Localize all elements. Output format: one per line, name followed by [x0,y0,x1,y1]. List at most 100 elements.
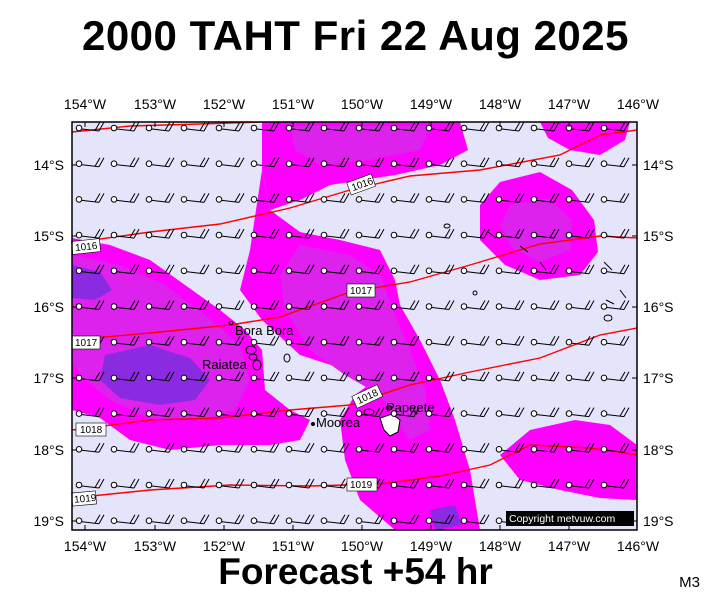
wind-barb [460,478,490,489]
lat-label-left: 18°S [33,442,64,458]
tuamotu-atoll-4 [487,231,627,305]
wind-barb [215,157,245,168]
copyright-text: Copyright metvuw.com [509,513,615,525]
isobar-label-1016-west: 1016 [75,241,99,254]
wind-barb [145,264,175,275]
wind-barb [530,122,560,132]
wind-barb [565,407,595,418]
lat-label-right: 16°S [643,299,674,315]
wind-barb [215,371,245,382]
wind-barb [320,122,350,132]
wind-barb [425,335,455,346]
wind-barb [285,478,315,489]
wind-barb [75,264,105,275]
wind-barb [565,335,595,346]
tetiaroa-island [385,405,393,411]
wind-barb [145,157,175,168]
wind-barb [215,122,245,132]
wind-barb [145,300,175,310]
model-code: M3 [679,574,700,591]
lat-label-right: 19°S [643,513,674,529]
wind-barb [75,157,105,168]
lat-label-right: 14°S [643,157,674,173]
wind-barb [215,407,245,418]
wind-barb [565,478,595,489]
wind-barb [565,443,595,453]
isobar-line-1016 [72,129,637,244]
wind-barb [320,514,350,525]
wind-barb [425,122,455,132]
wind-barb [145,478,175,489]
axis-ticks [72,122,638,530]
wind-barb [145,514,175,525]
wind-barb [75,407,105,418]
isobar-label-1019-east: 1019 [350,480,373,491]
wind-barb [285,300,315,310]
wind-barb [390,443,420,453]
lat-label-right: 15°S [643,228,674,244]
wind-barb [495,122,525,132]
wind-barb [600,407,630,418]
wind-barb [530,228,560,239]
lon-label-top: 148°W [479,96,522,112]
wind-barb [600,335,630,346]
wind-barb [320,228,350,239]
wind-barb [215,478,245,489]
wind-barb [110,193,140,203]
wind-barb [390,228,420,239]
wind-barb [600,443,630,453]
wind-barb [180,371,210,382]
tuamotu-atoll-1 [443,223,451,229]
wind-barb [110,157,140,168]
wind-barb [565,264,595,275]
wind-barb [250,478,280,489]
wind-barb [600,264,630,275]
wind-barb [285,443,315,453]
wind-barb [110,264,140,275]
lon-label-top: 146°W [617,96,660,112]
lon-label-top: 152°W [203,96,246,112]
wind-barb [495,443,525,453]
place-label-raiatea: Raiatea [202,357,248,372]
wind-barb [145,193,175,203]
wind-barb [180,157,210,168]
tuamotu-atoll-3 [603,314,613,322]
lon-label-top: 150°W [341,96,384,112]
wind-barb [495,407,525,418]
lat-label-left: 17°S [33,370,64,386]
wind-barb [425,264,455,275]
wind-barb [600,371,630,382]
wind-barb [460,514,490,525]
wind-barb [215,335,245,346]
wind-barb [565,371,595,382]
wind-barb [355,157,385,168]
wind-barb [460,264,490,275]
wind-barb [110,122,140,132]
wind-barb [355,407,385,418]
wind-barb [425,371,455,382]
wind-barb [530,335,560,346]
wind-barb [530,193,560,203]
wind-barb [320,407,350,418]
wind-barb [75,300,105,310]
isobar-labels: 1016 1016 1017 1017 1018 1018 1019 1019 [71,173,384,507]
raiatea-island [252,359,262,371]
rain-area-west-heavy-2 [72,265,112,300]
wind-barb [390,157,420,168]
wind-barb [75,122,105,132]
wind-barb [425,193,455,203]
wind-barb [390,371,420,382]
lon-label-bottom: 146°W [617,538,660,554]
isobar-line-1018 [349,327,637,406]
wind-barb [600,122,630,132]
rain-layer [72,122,637,530]
wind-barb [285,335,315,346]
wind-barb [285,264,315,275]
isobar-line-1019 [72,444,637,499]
wind-barb [565,228,595,239]
wind-barb [425,157,455,168]
wind-barb [250,157,280,168]
tupai-island [228,321,234,325]
lon-label-top: 147°W [548,96,591,112]
wind-barb [250,264,280,275]
